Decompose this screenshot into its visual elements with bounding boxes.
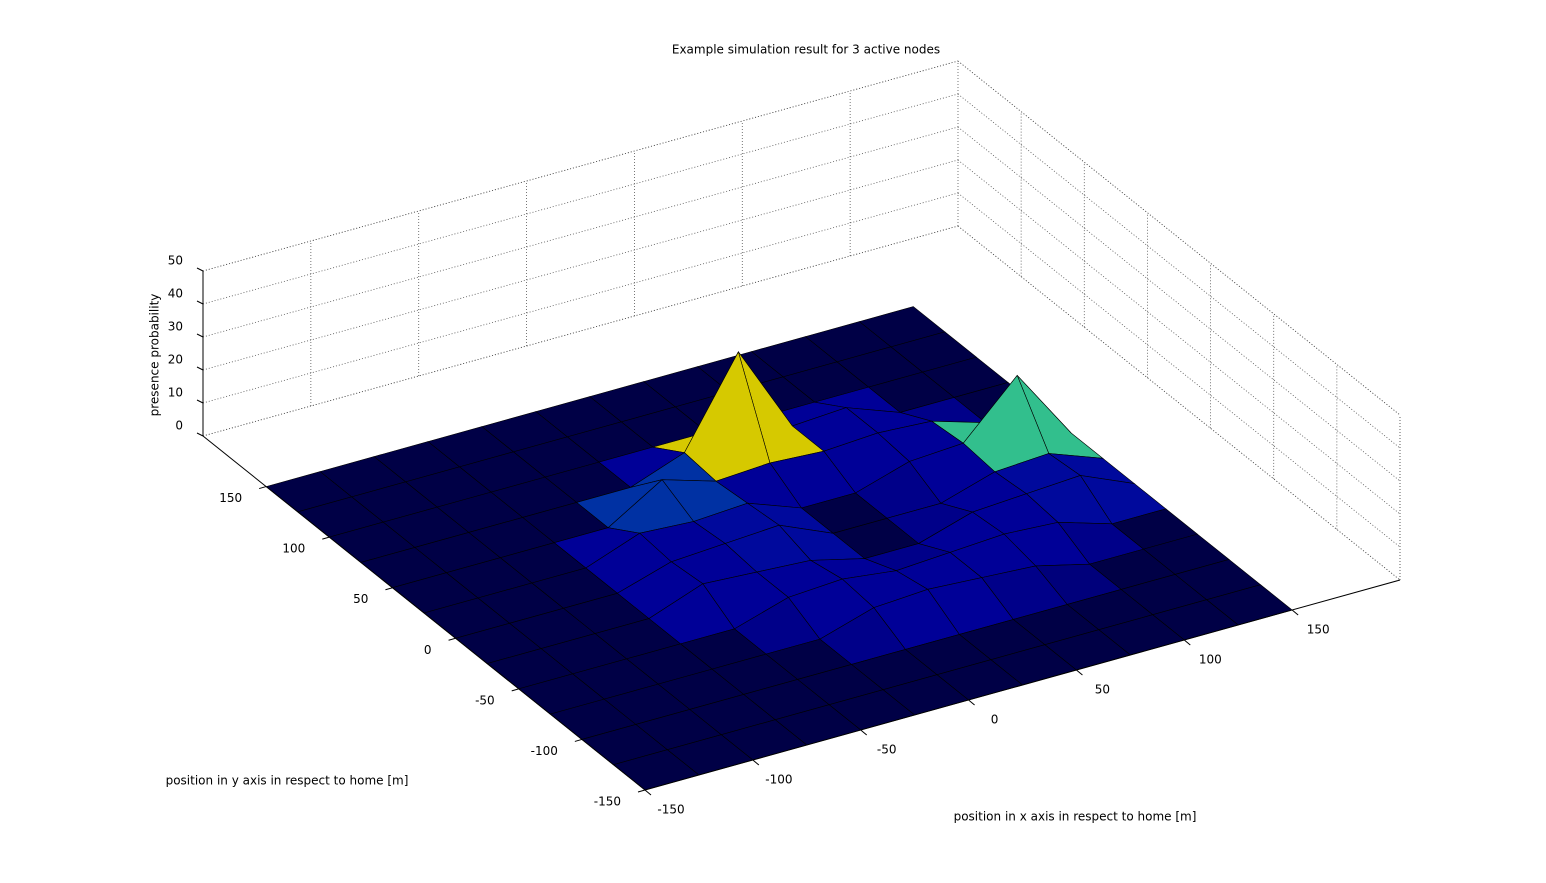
x-tick-label: 0 [991, 713, 999, 727]
x-tick-label: -100 [765, 773, 792, 787]
y-axis [202, 435, 646, 791]
y-tick-label: -50 [475, 693, 495, 707]
x-tick-label: 50 [1095, 683, 1110, 697]
grid-line [202, 60, 959, 272]
y-tick-label: -100 [531, 744, 558, 758]
x-tick-label: -150 [657, 803, 684, 817]
y-tick-label: 100 [282, 542, 305, 556]
y-tick [637, 789, 646, 793]
grid-line [202, 126, 959, 338]
z-tick [196, 399, 204, 404]
grid-line [202, 93, 959, 305]
y-tick-label: 0 [424, 643, 432, 657]
y-tick [448, 637, 456, 641]
grid-line [957, 159, 1401, 515]
x-tick [860, 729, 868, 736]
z-tick [196, 300, 204, 305]
x-tick-label: -50 [877, 743, 897, 757]
y-tick [259, 486, 267, 490]
x-tick-label: 100 [1199, 653, 1222, 667]
y-tick [511, 688, 519, 692]
x-tick [644, 789, 652, 796]
z-tick [196, 333, 204, 338]
y-tick [574, 738, 582, 742]
grid [202, 60, 1401, 581]
z-tick [196, 267, 204, 272]
y-axis-label: position in y axis in respect to home [m… [166, 774, 409, 788]
x-axis [644, 579, 1401, 791]
z-tick [196, 366, 204, 371]
grid-line [957, 225, 1401, 581]
y-tick-label: 150 [219, 491, 242, 505]
chart-title: Example simulation result for 3 active n… [672, 43, 940, 57]
grid-line [957, 126, 1401, 482]
z-tick-label: 50 [168, 254, 183, 268]
grid-line [957, 192, 1401, 548]
x-tick [752, 759, 760, 766]
x-axis-label: position in x axis in respect to home [m… [954, 810, 1197, 824]
z-tick-label: 20 [168, 353, 183, 367]
ticks: -150-100-50050100150-150-100-50050100150… [168, 254, 1401, 817]
z-tick-label: 40 [168, 287, 183, 301]
z-axis-label: presence probability [148, 294, 162, 417]
y-tick [322, 536, 330, 540]
y-tick-label: 50 [353, 592, 368, 606]
grid-line [957, 60, 1401, 416]
x-tick [968, 699, 975, 706]
z-tick-label: 0 [175, 419, 183, 433]
x-tick [1183, 639, 1191, 646]
y-tick [385, 587, 393, 591]
z-tick-label: 10 [168, 386, 183, 400]
x-tick [1076, 669, 1083, 676]
grid-line [957, 93, 1401, 449]
y-tick-label: -150 [594, 795, 621, 809]
z-tick-label: 30 [168, 320, 183, 334]
surface [265, 306, 1293, 791]
x-tick-label: 150 [1307, 623, 1330, 637]
x-tick [1291, 609, 1299, 616]
z-tick [196, 432, 204, 437]
